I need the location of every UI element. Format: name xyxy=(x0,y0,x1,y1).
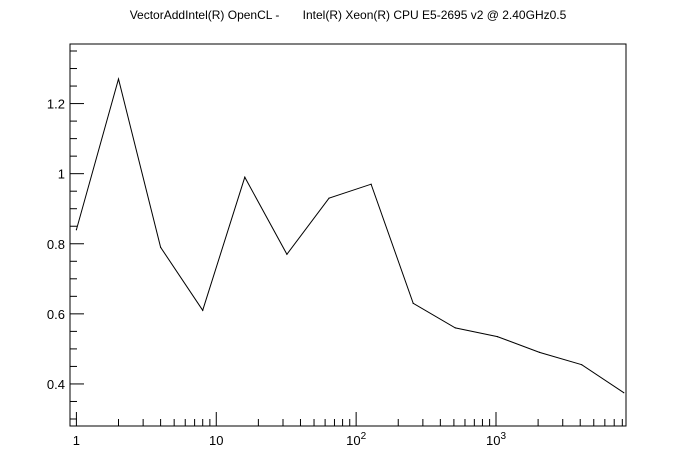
y-tick-label: 0.8 xyxy=(47,237,65,252)
data-point xyxy=(244,176,246,178)
data-point xyxy=(538,351,541,354)
data-point xyxy=(117,78,120,80)
series-line xyxy=(75,77,625,394)
data-point xyxy=(623,392,625,394)
chart-title: VectorAddIntel(R) OpenCL - Intel(R) Xeon… xyxy=(129,8,567,22)
series-layer xyxy=(75,77,625,394)
data-point xyxy=(160,246,162,248)
data-point xyxy=(496,336,499,338)
data-point xyxy=(75,229,78,231)
x-axis: 1 10 102 103 xyxy=(73,412,623,448)
data-point xyxy=(412,302,414,304)
data-point xyxy=(370,183,372,185)
y-tick-label: 0.4 xyxy=(47,377,65,392)
y-tick-label: 1.2 xyxy=(47,97,65,112)
x-tick-label: 103 xyxy=(486,431,506,448)
y-tick-label: 1 xyxy=(58,167,65,182)
x-tick-label: 10 xyxy=(209,433,223,448)
data-point xyxy=(202,309,204,311)
y-axis: 0.4 0.6 0.8 1 1.2 xyxy=(47,50,84,420)
data-point xyxy=(581,364,583,366)
x-tick-label: 102 xyxy=(346,431,366,448)
x-tick-label: 1 xyxy=(73,433,80,448)
data-point xyxy=(286,253,288,255)
data-point xyxy=(454,327,456,329)
y-tick-label: 0.6 xyxy=(47,307,65,322)
data-point xyxy=(328,197,330,199)
plot-frame xyxy=(69,43,627,427)
